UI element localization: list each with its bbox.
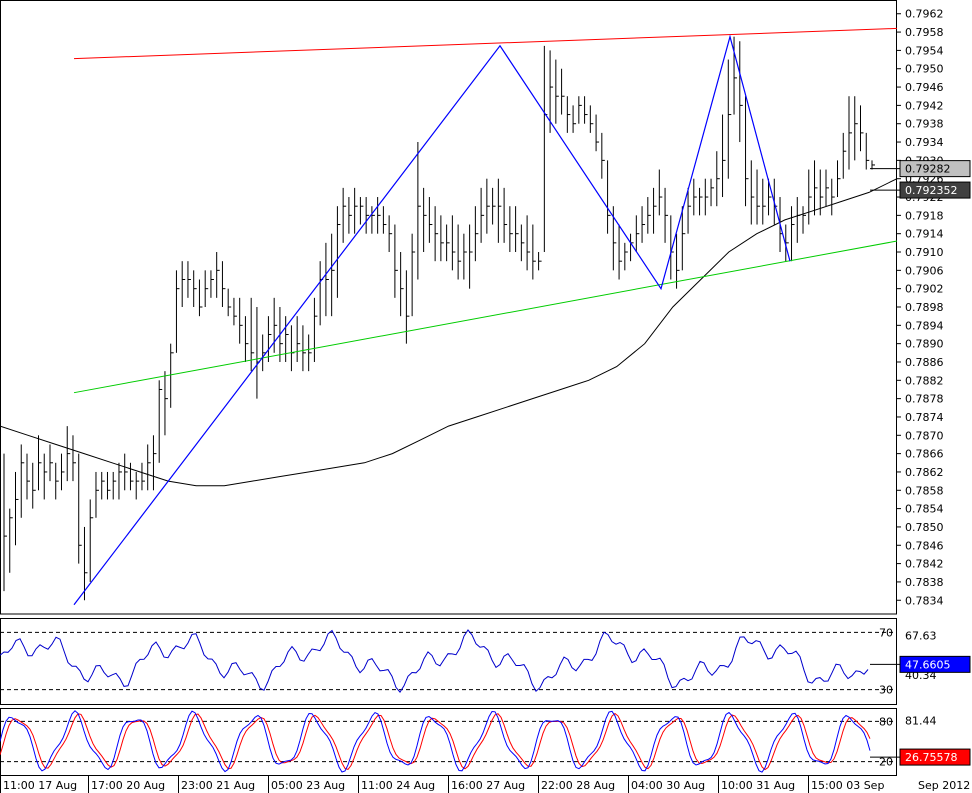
x-tick-label: 23:00 21 Aug [181, 779, 255, 792]
y-tick-label: 0.7850 [905, 521, 944, 534]
y-tick-label: 0.7870 [905, 429, 944, 442]
x-tick-label: 11:00 24 Aug [361, 779, 435, 792]
y-tick-label: 0.7842 [905, 558, 944, 571]
y-tick-label: 0.7946 [905, 81, 944, 94]
stoch-level-label: 80 [879, 715, 893, 728]
y-tick-label: 0.7866 [905, 448, 944, 461]
y-tick-label: 0.7882 [905, 374, 944, 387]
y-tick-label: 0.7934 [905, 136, 944, 149]
y-tick-label: 0.7958 [905, 26, 944, 39]
rsi-value-label: 47.6605 [905, 658, 951, 671]
support-trendline [73, 240, 898, 394]
x-end-label: Sep 2012 [918, 779, 970, 792]
y-tick-label: 0.7914 [905, 228, 944, 241]
stoch-extra-label: 81.44 [905, 714, 937, 727]
rsi-level-label: 30 [879, 684, 893, 697]
y-tick-label: 0.7854 [905, 503, 944, 516]
y-tick-label: 0.7898 [905, 301, 944, 314]
stoch-value-label: 26.75578 [905, 751, 958, 764]
x-tick-label: 11:00 17 Aug [3, 779, 77, 792]
y-tick-label: 0.7862 [905, 466, 944, 479]
y-tick-label: 0.7910 [905, 246, 944, 259]
y-tick-label: 0.7878 [905, 393, 944, 406]
rsi-value-box [899, 655, 971, 673]
y-tick-label: 0.7902 [905, 283, 944, 296]
y-tick-label: 0.7858 [905, 484, 944, 497]
rsi-level-label: 70 [879, 626, 893, 639]
x-tick-label: 16:00 27 Aug [451, 779, 525, 792]
current-price-box [899, 160, 971, 178]
rsi-extra-label: 67.63 [905, 630, 937, 643]
y-tick-label: 0.7846 [905, 539, 944, 552]
x-tick-label: 15:00 03 Sep [811, 779, 884, 792]
current-price-label: 0.79282 [905, 163, 951, 176]
y-tick-label: 0.7894 [905, 319, 944, 332]
x-tick-label: 10:00 31 Aug [721, 779, 795, 792]
resistance-trendline [73, 27, 898, 60]
y-tick-label: 0.7950 [905, 63, 944, 76]
rsi-panel-frame [0, 618, 897, 705]
current-price-label: 0.792352 [905, 184, 958, 197]
y-tick-label: 0.7954 [905, 44, 944, 57]
y-tick-label: 0.7962 [905, 8, 944, 21]
x-tick-label: 22:00 28 Aug [541, 779, 615, 792]
x-tick-label: 04:00 30 Aug [631, 779, 705, 792]
y-tick-label: 0.7918 [905, 209, 944, 222]
y-tick-label: 0.7890 [905, 338, 944, 351]
stoch-panel-frame [0, 708, 897, 776]
y-tick-label: 0.7886 [905, 356, 944, 369]
stoch-d-line [0, 712, 871, 771]
rsi-line [0, 629, 869, 693]
zigzag-pattern-line [73, 34, 791, 606]
y-tick-label: 0.7874 [905, 411, 944, 424]
stoch-level-label: 20 [879, 756, 893, 769]
current-price-box [899, 181, 971, 199]
y-tick-label: 0.7938 [905, 118, 944, 131]
x-tick-label: 17:00 20 Aug [91, 779, 165, 792]
y-tick-label: 0.7906 [905, 264, 944, 277]
moving-average-line [0, 178, 898, 487]
y-tick-label: 0.7838 [905, 576, 944, 589]
stoch-value-box [899, 748, 971, 766]
price-panel-frame [0, 0, 897, 615]
stoch-k-line [0, 710, 871, 773]
y-tick-label: 0.7834 [905, 594, 944, 607]
y-tick-label: 0.7942 [905, 99, 944, 112]
x-tick-label: 05:00 23 Aug [271, 779, 345, 792]
